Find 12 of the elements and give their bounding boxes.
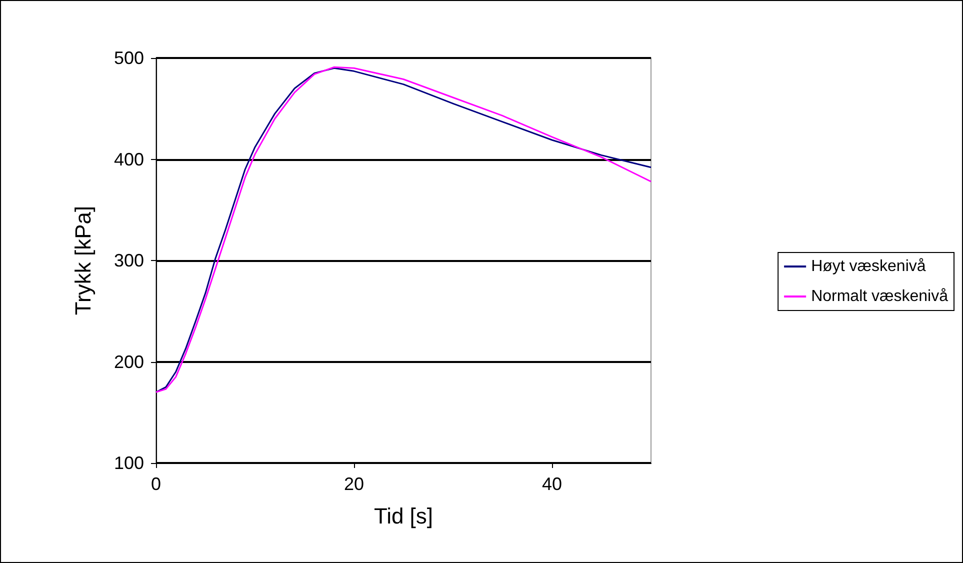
x-tick-label: 20	[344, 474, 364, 494]
x-tick-label: 0	[150, 474, 162, 494]
y-tick-label: 300	[114, 250, 144, 270]
y-tick-label: 200	[114, 352, 144, 372]
y-tick-label: 500	[114, 48, 144, 68]
y-axis-title: Trykk [kPa]	[70, 206, 96, 316]
y-tick-label: 100	[114, 453, 144, 473]
y-tick-label: 400	[114, 149, 144, 170]
legend-label: Høyt væskenivå	[811, 258, 926, 275]
legend-label: Normalt væskenivå	[811, 288, 948, 305]
x-tick-label: 40	[542, 474, 562, 494]
x-axis-title: Tid [s]	[374, 504, 434, 528]
